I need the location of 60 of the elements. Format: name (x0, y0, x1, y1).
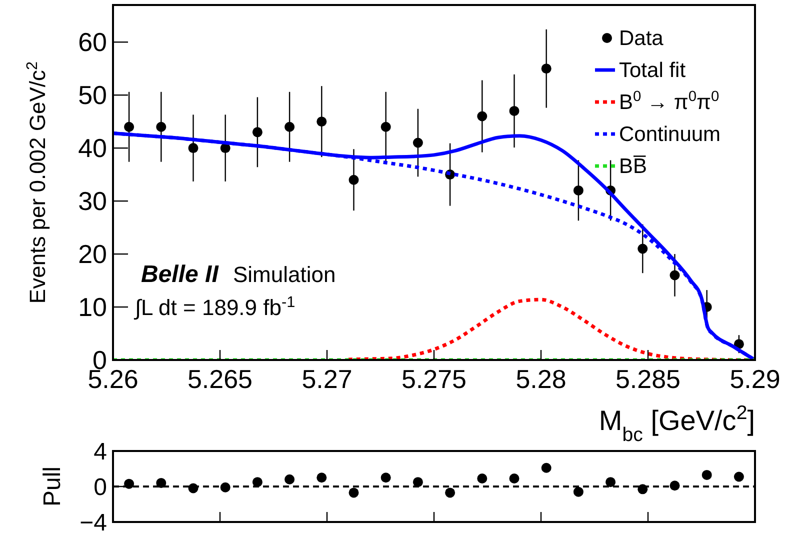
x-tick-label: 5.28 (516, 364, 566, 394)
legend-label: Data (619, 27, 664, 50)
point (156, 122, 166, 132)
point (188, 143, 198, 154)
y-tick-label: 30 (78, 186, 107, 216)
annotation: Belle II (141, 261, 220, 288)
x-tick-label: 5.29 (730, 364, 780, 394)
y-tick-label: 10 (78, 292, 107, 322)
point (734, 472, 744, 482)
point (316, 472, 327, 483)
point (573, 185, 584, 196)
point (702, 470, 712, 480)
y-tick-label: 0 (94, 474, 107, 501)
point (284, 122, 295, 132)
y-tick-label: 4 (94, 438, 107, 466)
point (670, 270, 680, 280)
x-axis-title: M$_{bc}$ [GeV/c$^{2}$] (598, 402, 755, 446)
legend-label: BB̅ (619, 155, 648, 178)
point (188, 483, 198, 494)
y-tick-label: −4 (80, 509, 107, 533)
point (541, 64, 552, 74)
y-tick-label: 50 (78, 80, 107, 110)
point (316, 116, 327, 127)
legend-label: Continuum (619, 123, 721, 146)
point (124, 122, 134, 132)
annotation: ∫L dt = 189.9 fb$^{-1}$ (133, 294, 296, 320)
point (670, 480, 680, 491)
point (477, 111, 488, 122)
point (606, 477, 616, 488)
point (509, 474, 520, 484)
point (477, 474, 488, 484)
point (252, 127, 262, 138)
x-tick-label: 5.275 (401, 364, 467, 394)
legend-label: B$^{0}$ → π$^{0}$π$^{0}$ (619, 89, 720, 114)
x-tick-label: 5.285 (615, 364, 681, 394)
legend-label: Total fit (619, 59, 686, 82)
y-tick-label: 20 (78, 239, 107, 270)
point (348, 488, 359, 498)
y-tick-label: 40 (78, 133, 107, 164)
y-tick-label: 60 (78, 27, 107, 58)
point (541, 462, 552, 473)
point (380, 122, 391, 132)
point (156, 478, 166, 488)
point (284, 474, 295, 484)
x-tick-label: 5.265 (187, 364, 253, 394)
point (412, 138, 423, 148)
y-axis-title: Pull (39, 466, 66, 507)
point (380, 472, 391, 483)
point (638, 244, 648, 254)
point (638, 484, 648, 494)
x-tick-label: 5.27 (302, 364, 352, 394)
point (445, 488, 456, 498)
point (348, 174, 359, 185)
annotation: Simulation (233, 262, 336, 287)
point (573, 486, 584, 497)
point (124, 478, 134, 489)
point (220, 482, 230, 492)
point (252, 477, 262, 488)
point (509, 106, 520, 116)
point (412, 477, 423, 488)
